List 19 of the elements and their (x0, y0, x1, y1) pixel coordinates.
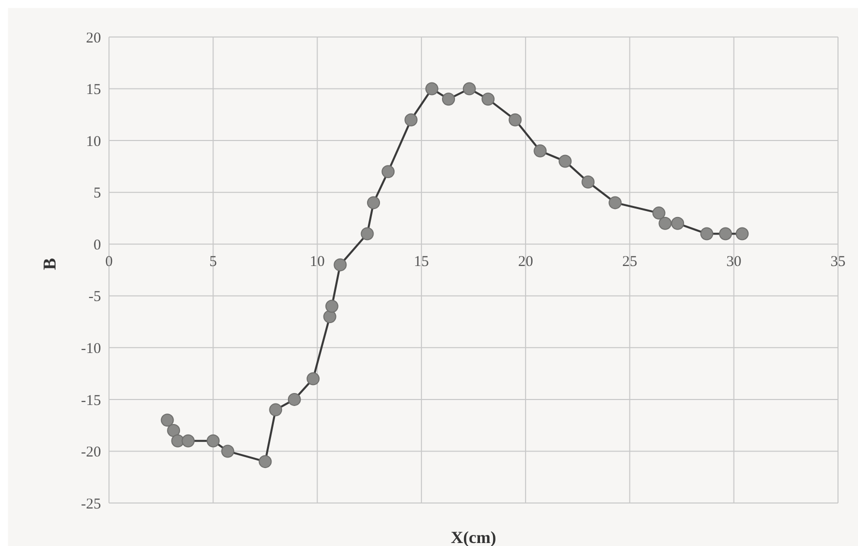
x-tick-label: 5 (209, 254, 217, 270)
x-tick-label: 0 (105, 254, 113, 270)
x-tick-label: 10 (310, 254, 325, 270)
y-tick-label: 0 (94, 237, 101, 254)
y-tick-label: -15 (81, 392, 101, 409)
y-tick-label: 15 (86, 82, 101, 98)
y-tick-label: -10 (81, 340, 101, 357)
y-axis-title: B (39, 258, 60, 270)
x-tick-label: 20 (518, 254, 534, 270)
x-tick-label: 25 (622, 254, 638, 270)
x-tick-label: 35 (830, 254, 846, 270)
x-tick-label: 30 (726, 254, 742, 270)
x-tick-label: 15 (414, 254, 429, 270)
y-tick-label: 20 (86, 30, 101, 46)
y-tick-label: -25 (81, 496, 101, 512)
y-tick-label: -20 (81, 444, 101, 461)
y-tick-label: -5 (88, 289, 101, 306)
y-tick-label: 10 (86, 134, 101, 150)
y-tick-label: 5 (94, 186, 101, 202)
